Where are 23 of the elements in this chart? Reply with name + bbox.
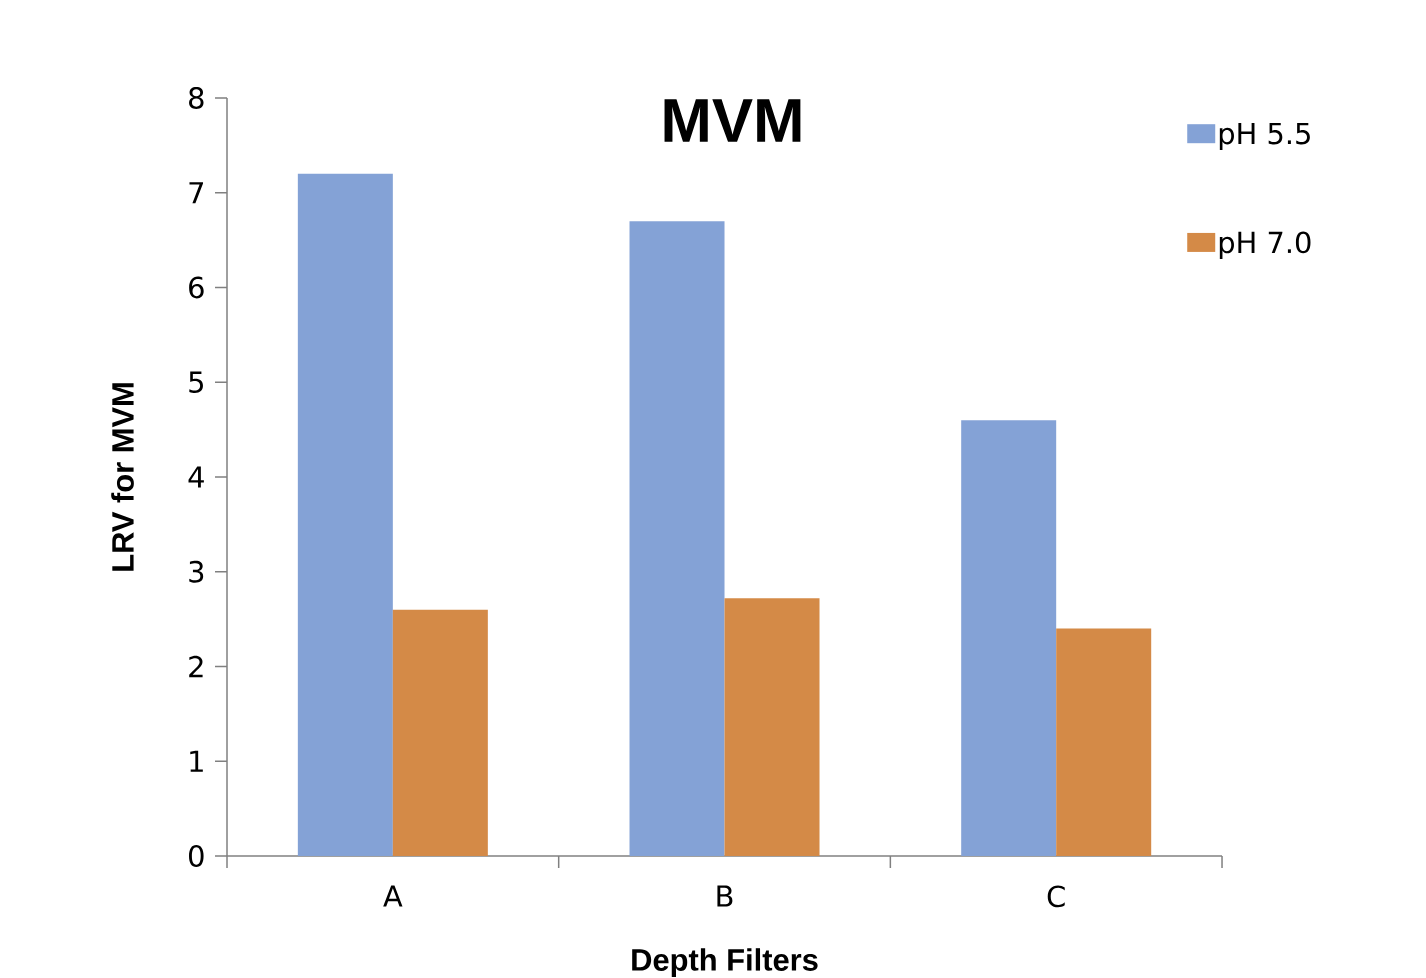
chart-title: MVM	[664, 99, 801, 142]
legend-label: pH 5.5	[1219, 122, 1310, 150]
y-tick-label: 5	[189, 371, 203, 393]
y-tick-label: 8	[189, 87, 204, 109]
y-axis-title: LRV for MVM	[111, 383, 134, 571]
y-tick-label: 2	[189, 655, 203, 678]
y-tick-label: 1	[190, 750, 203, 772]
y-tick-label: 7	[189, 182, 204, 204]
bar	[297, 173, 393, 856]
x-tick-label: C	[1047, 885, 1065, 908]
bar	[629, 221, 725, 856]
bar	[724, 598, 820, 856]
bar	[392, 609, 488, 856]
bar	[961, 420, 1057, 856]
y-tick-label: 0	[189, 845, 204, 867]
y-tick-label: 4	[188, 466, 204, 488]
bar	[1056, 628, 1152, 856]
y-tick-label: 3	[189, 560, 204, 583]
x-tick-label: A	[383, 885, 403, 907]
legend-label: pH 7.0	[1219, 231, 1311, 259]
y-tick-label: 6	[189, 276, 204, 299]
x-axis-title: Depth Filters	[632, 948, 818, 977]
x-tick-label: B	[717, 885, 733, 907]
